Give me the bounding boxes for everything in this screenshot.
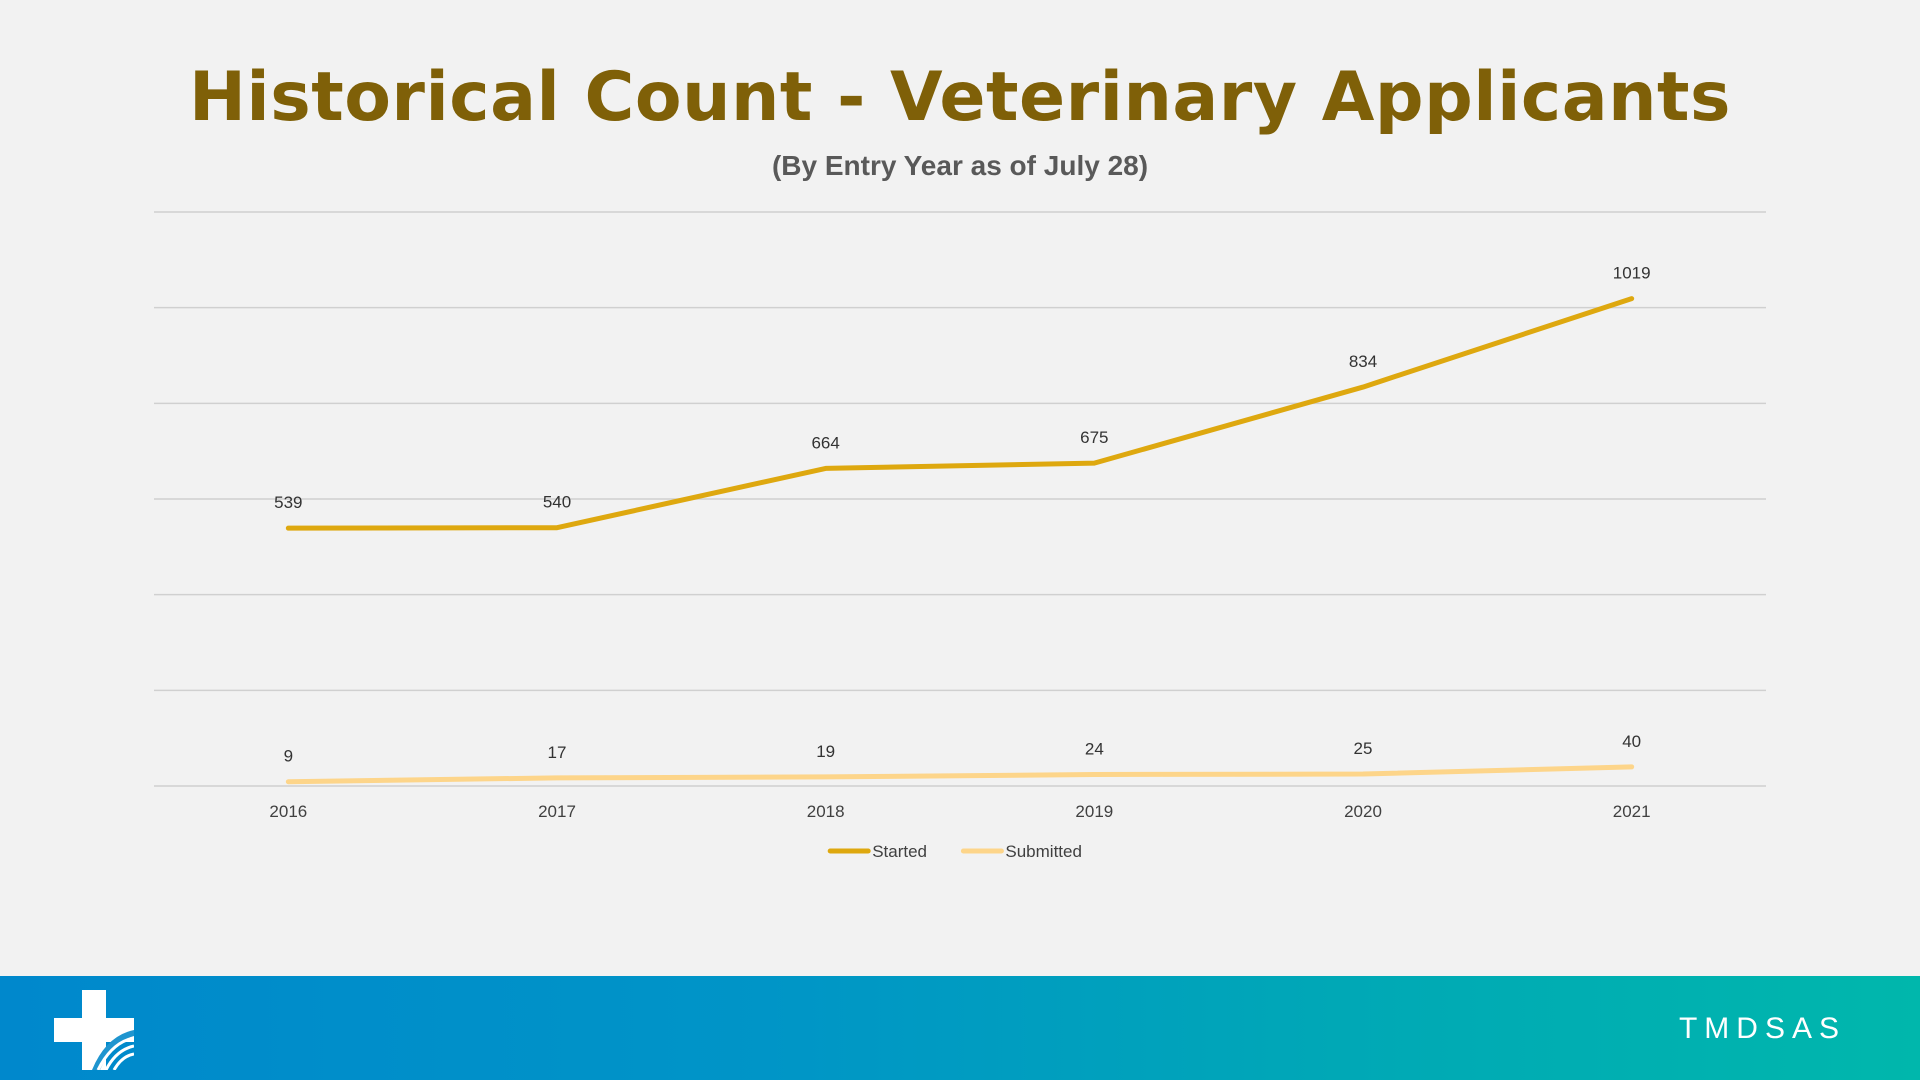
chart-series	[285, 296, 1635, 785]
data-label: 19	[816, 742, 835, 761]
data-label: 40	[1622, 732, 1641, 751]
x-tick-label: 2018	[807, 802, 845, 821]
x-tick-label: 2019	[1075, 802, 1113, 821]
data-label: 664	[811, 433, 839, 452]
data-label: 25	[1354, 739, 1373, 758]
page-title: Historical Count - Veterinary Applicants	[189, 58, 1731, 137]
legend-label-submitted: Submitted	[1005, 842, 1082, 861]
chart-data-labels: 539 540 664 675 834 1019 9 17 19 24 25 40	[274, 264, 1650, 766]
chart-gridlines	[154, 211, 1766, 787]
data-label: 675	[1080, 428, 1108, 447]
x-tick-label: 2020	[1344, 802, 1382, 821]
medical-cross-logo-icon	[54, 990, 134, 1070]
data-label: 24	[1085, 740, 1104, 759]
data-label: 1019	[1613, 264, 1651, 283]
page-subtitle: (By Entry Year as of July 28)	[771, 150, 1149, 181]
data-label: 9	[284, 747, 293, 766]
x-tick-label: 2017	[538, 802, 576, 821]
x-tick-label: 2016	[269, 802, 307, 821]
data-label: 17	[548, 743, 567, 762]
x-tick-label: 2021	[1613, 802, 1651, 821]
footer-bar: TMDSAS	[0, 976, 1920, 1080]
chart-legend: Started Submitted	[827, 842, 1082, 861]
data-label: 834	[1349, 352, 1377, 371]
data-label: 539	[274, 493, 302, 512]
series-line-started	[285, 296, 1635, 531]
legend-label-started: Started	[872, 842, 927, 861]
series-line-submitted	[285, 764, 1635, 785]
brand-name: TMDSAS	[1678, 1012, 1846, 1045]
chart-x-axis: 2016 2017 2018 2019 2020 2021	[269, 802, 1650, 821]
data-label: 540	[543, 493, 571, 512]
